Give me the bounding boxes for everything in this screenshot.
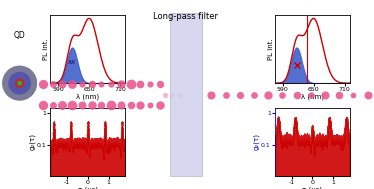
Point [265,93,271,96]
Y-axis label: PL int.: PL int. [43,38,49,60]
X-axis label: τ (μs): τ (μs) [302,186,322,189]
Circle shape [16,79,24,87]
Point [89,83,95,86]
Point [147,103,153,106]
X-axis label: λ (nm): λ (nm) [76,94,99,100]
Point [59,103,65,106]
Circle shape [18,81,21,85]
Point [40,103,46,106]
Point [118,83,124,86]
Point [128,103,134,106]
Point [50,83,56,86]
Point [128,83,134,86]
Point [59,83,65,86]
X-axis label: λ (nm): λ (nm) [301,94,324,100]
Point [79,83,85,86]
Point [294,93,300,96]
Point [108,103,114,106]
Point [279,93,285,96]
Point [322,93,328,96]
Text: QD: QD [13,31,25,40]
X-axis label: τ (μs): τ (μs) [78,186,98,189]
Point [336,93,342,96]
Y-axis label: g₂(τ): g₂(τ) [29,133,35,150]
Point [251,93,257,96]
Point [350,93,356,96]
Point [40,83,46,86]
Point [137,103,143,106]
Point [162,93,168,96]
Point [79,103,85,106]
Y-axis label: g₂(τ): g₂(τ) [253,133,260,150]
Y-axis label: PL int.: PL int. [267,38,273,60]
Point [137,83,143,86]
Circle shape [3,66,37,100]
Point [208,93,214,96]
Point [177,93,183,96]
Point [365,93,371,96]
Point [50,103,56,106]
Point [308,93,314,96]
Point [98,83,104,86]
Point [147,83,153,86]
Point [69,83,75,86]
Text: xx: xx [67,59,75,65]
Text: Long-pass filter: Long-pass filter [153,12,218,21]
Point [118,103,124,106]
Point [169,93,175,96]
Point [98,103,104,106]
Point [157,83,163,86]
Point [89,103,95,106]
Point [108,83,114,86]
Point [237,93,243,96]
Point [69,103,75,106]
Point [223,93,229,96]
Circle shape [9,73,30,94]
Point [157,103,163,106]
